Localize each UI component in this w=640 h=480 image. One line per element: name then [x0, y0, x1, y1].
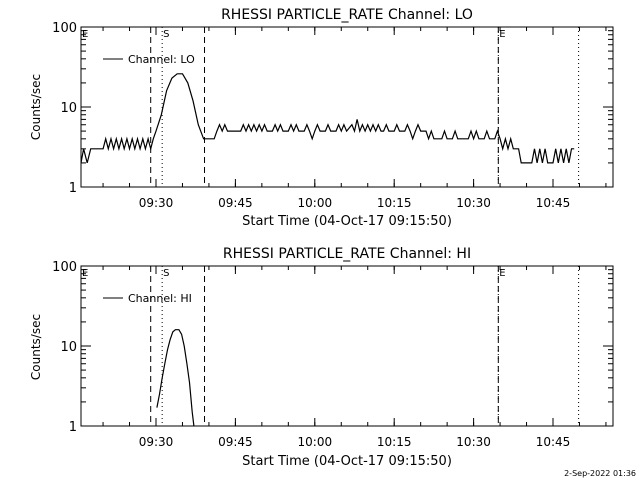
- chart-title-hi: RHESSI PARTICLE_RATE Channel: HI: [223, 246, 471, 262]
- x-tick-label-4: 10:30: [456, 435, 491, 449]
- y-tick-label-1: 10: [60, 340, 77, 355]
- x-tick-label-0: 09:30: [139, 196, 174, 210]
- event-marker-label-2: E: [499, 268, 505, 279]
- plot-frame-lo: [80, 26, 614, 188]
- x-tick-label-2: 10:00: [298, 435, 333, 449]
- y-tick-label-0: 1: [69, 181, 77, 196]
- legend-label-lo: Channel: LO: [128, 53, 195, 66]
- x-axis-label-hi: Start Time (04-Oct-17 09:15:50): [242, 454, 452, 469]
- chart-title-lo: RHESSI PARTICLE_RATE Channel: LO: [221, 7, 473, 23]
- x-tick-label-5: 10:45: [536, 435, 571, 449]
- footer-timestamp: 2-Sep-2022 01:36: [564, 469, 636, 478]
- plot-frame-hi: [80, 265, 614, 427]
- x-tick-label-1: 09:45: [218, 435, 253, 449]
- x-tick-label-3: 10:15: [377, 196, 412, 210]
- y-tick-label-0: 1: [69, 420, 77, 435]
- legend-label-hi: Channel: HI: [128, 292, 192, 305]
- legend-lo: Channel: LO: [103, 53, 195, 66]
- event-marker-label-2: E: [499, 29, 505, 40]
- hi-channel-panel: RHESSI PARTICLE_RATE Channel: HI Counts/…: [29, 246, 614, 469]
- y-tick-label-1: 10: [60, 101, 77, 116]
- axis-ticks-hi: 09:30 09:45 10:00 10:15 10:30 10:45 1 10 100: [52, 260, 613, 449]
- x-tick-label-3: 10:15: [377, 435, 412, 449]
- y-axis-label-lo: Counts/sec: [29, 74, 43, 140]
- x-tick-label-2: 10:00: [298, 196, 333, 210]
- legend-hi: Channel: HI: [103, 292, 192, 305]
- x-tick-label-4: 10:30: [456, 196, 491, 210]
- x-axis-label-lo: Start Time (04-Oct-17 09:15:50): [242, 214, 452, 229]
- series-line-lo: [80, 73, 575, 164]
- event-marker-label-1: S: [163, 268, 169, 279]
- event-marker-label-1: S: [163, 29, 169, 40]
- x-tick-label-1: 09:45: [218, 196, 253, 210]
- y-tick-label-2: 100: [52, 21, 77, 36]
- y-tick-label-2: 100: [52, 260, 77, 275]
- x-tick-label-0: 09:30: [139, 435, 174, 449]
- event-marker-label-0: E: [82, 29, 88, 40]
- lo-channel-panel: RHESSI PARTICLE_RATE Channel: LO Counts/…: [29, 7, 614, 229]
- x-tick-label-5: 10:45: [536, 196, 571, 210]
- event-marker-label-0: E: [82, 268, 88, 279]
- series-line-hi: [156, 329, 195, 427]
- y-axis-label-hi: Counts/sec: [29, 314, 43, 380]
- axis-ticks-lo: 09:30 09:45 10:00 10:15 10:30 10:45 1 10 100: [52, 21, 613, 210]
